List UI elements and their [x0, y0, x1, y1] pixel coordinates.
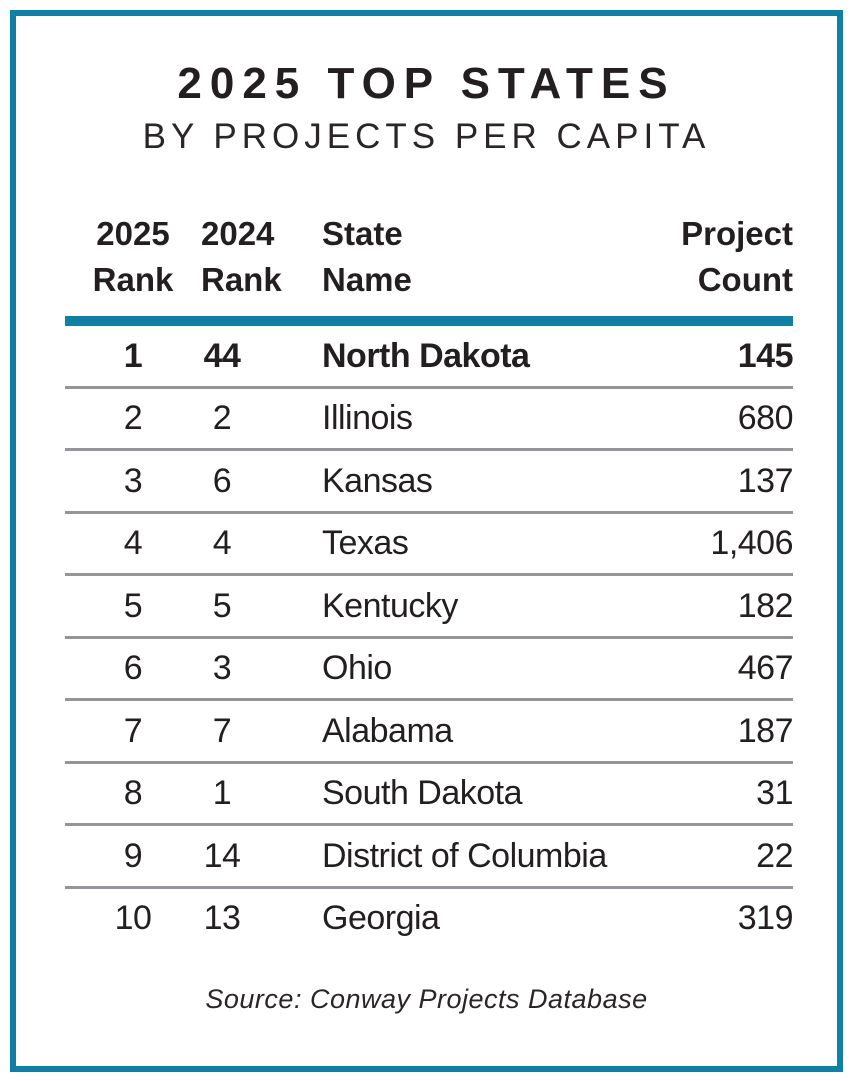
header-project-count: Project Count	[681, 211, 793, 302]
table-row: 8 1 South Dakota 31	[65, 764, 793, 827]
cell-count: 31	[756, 774, 793, 813]
header-teal-rule	[65, 316, 793, 327]
cell-rank-2024: 6	[212, 461, 232, 500]
table-row: 1 44 North Dakota 145	[65, 326, 794, 389]
header-state-name: State Name	[243, 211, 681, 302]
cell-count: 680	[737, 399, 794, 438]
source-credit: Source: Conway Projects Database	[205, 984, 648, 1015]
cell-count: 22	[756, 836, 793, 875]
cell-rank-2024: 5	[212, 586, 232, 625]
cell-rank-2025: 4	[123, 524, 143, 563]
cell-rank-2025: 9	[123, 836, 143, 875]
table-header-row: 2025 Rank 2024 Rank State Name Project C…	[65, 211, 793, 302]
header-2024-rank-line1: 2024	[201, 215, 275, 253]
page-subtitle: BY PROJECTS PER CAPITA	[142, 117, 711, 157]
cell-state: Illinois	[322, 399, 413, 438]
cell-rank-2025: 7	[123, 711, 143, 750]
cell-rank-2025: 6	[123, 649, 143, 688]
cell-state: North Dakota	[322, 336, 530, 375]
cell-state: Kansas	[322, 461, 433, 500]
cell-count: 1,406	[710, 524, 793, 563]
cell-count: 467	[737, 649, 794, 688]
cell-rank-2025: 5	[123, 586, 143, 625]
header-project-count-line2: Count	[697, 260, 793, 298]
cell-rank-2024: 3	[212, 649, 232, 688]
table-row: 5 5 Kentucky 182	[65, 576, 794, 639]
header-state-name-line1: State	[322, 215, 403, 253]
cell-rank-2024: 2	[212, 399, 232, 438]
top-states-table: 2025 Rank 2024 Rank State Name Project C…	[65, 211, 794, 949]
cell-state: Ohio	[322, 649, 392, 688]
cell-state: Alabama	[322, 711, 453, 750]
cell-rank-2024: 1	[212, 774, 232, 813]
table-row: 2 2 Illinois 680	[65, 389, 794, 452]
cell-count: 182	[737, 586, 794, 625]
cell-rank-2024: 13	[203, 899, 241, 938]
cell-rank-2025: 1	[123, 336, 143, 375]
cell-count: 137	[737, 461, 794, 500]
cell-rank-2024: 4	[212, 524, 232, 563]
cell-rank-2024: 7	[212, 711, 232, 750]
title-block: 2025 TOP STATES BY PROJECTS PER CAPITA	[16, 59, 837, 157]
table-row: 7 7 Alabama 187	[65, 701, 794, 764]
header-2025-rank-line2: Rank	[92, 260, 174, 298]
cell-state: Georgia	[322, 899, 440, 938]
table-row: 9 14 District of Columbia 22	[65, 826, 793, 889]
table-row: 6 3 Ohio 467	[65, 639, 794, 702]
cell-rank-2025: 2	[123, 399, 143, 438]
table-row: 10 13 Georgia 319	[65, 889, 794, 949]
header-project-count-line1: Project	[681, 215, 793, 253]
header-2024-rank: 2024 Rank	[201, 211, 282, 302]
header-2025-rank: 2025 Rank	[65, 211, 201, 302]
cell-state: Kentucky	[322, 586, 458, 625]
page-title: 2025 TOP STATES	[177, 59, 676, 108]
infographic-border-frame: 2025 TOP STATES BY PROJECTS PER CAPITA 2…	[10, 10, 843, 1072]
cell-rank-2024: 44	[203, 336, 241, 375]
cell-count: 145	[737, 336, 794, 375]
cell-state: South Dakota	[322, 774, 523, 813]
cell-count: 319	[737, 899, 794, 938]
cell-count: 187	[737, 711, 794, 750]
cell-rank-2024: 14	[203, 836, 241, 875]
cell-rank-2025: 10	[114, 899, 152, 938]
cell-rank-2025: 3	[123, 461, 143, 500]
header-state-name-line2: Name	[322, 260, 412, 298]
cell-rank-2025: 8	[123, 774, 143, 813]
table-row: 3 6 Kansas 137	[65, 451, 794, 514]
table-row: 4 4 Texas 1,406	[65, 514, 793, 577]
cell-state: District of Columbia	[322, 836, 607, 875]
cell-state: Texas	[322, 524, 409, 563]
header-2024-rank-line2: Rank	[201, 260, 282, 298]
header-2025-rank-line1: 2025	[96, 215, 170, 253]
